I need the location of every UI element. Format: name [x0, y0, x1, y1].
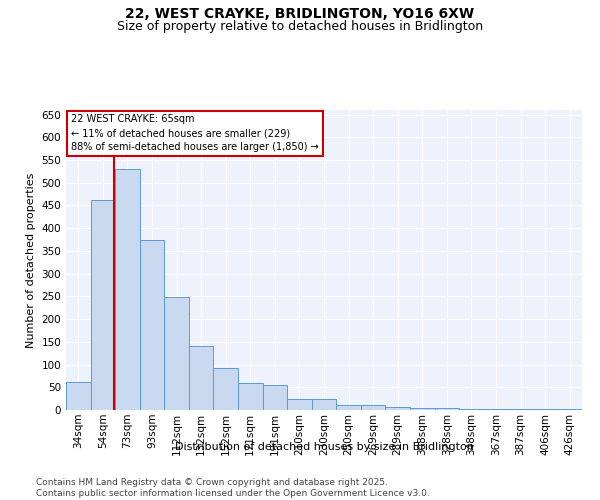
Text: 22, WEST CRAYKE, BRIDLINGTON, YO16 6XW: 22, WEST CRAYKE, BRIDLINGTON, YO16 6XW	[125, 8, 475, 22]
Text: Distribution of detached houses by size in Bridlington: Distribution of detached houses by size …	[175, 442, 473, 452]
Bar	[459, 408, 484, 410]
Bar	[140, 240, 164, 410]
Bar	[91, 200, 115, 410]
Text: Contains HM Land Registry data © Crown copyright and database right 2025.
Contai: Contains HM Land Registry data © Crown c…	[36, 478, 430, 498]
Bar	[263, 386, 287, 410]
Bar	[189, 346, 214, 410]
Bar	[115, 169, 140, 410]
Bar	[533, 408, 557, 410]
Bar	[434, 408, 459, 410]
Bar	[557, 409, 582, 410]
Text: 22 WEST CRAYKE: 65sqm
← 11% of detached houses are smaller (229)
88% of semi-det: 22 WEST CRAYKE: 65sqm ← 11% of detached …	[71, 114, 319, 152]
Bar	[287, 398, 312, 410]
Bar	[66, 382, 91, 410]
Bar	[385, 407, 410, 410]
Bar	[312, 398, 336, 410]
Bar	[164, 298, 189, 410]
Bar	[410, 408, 434, 410]
Bar	[238, 382, 263, 410]
Bar	[336, 406, 361, 410]
Y-axis label: Number of detached properties: Number of detached properties	[26, 172, 36, 348]
Text: Size of property relative to detached houses in Bridlington: Size of property relative to detached ho…	[117, 20, 483, 33]
Bar	[484, 408, 508, 410]
Bar	[214, 368, 238, 410]
Bar	[361, 406, 385, 410]
Bar	[508, 408, 533, 410]
